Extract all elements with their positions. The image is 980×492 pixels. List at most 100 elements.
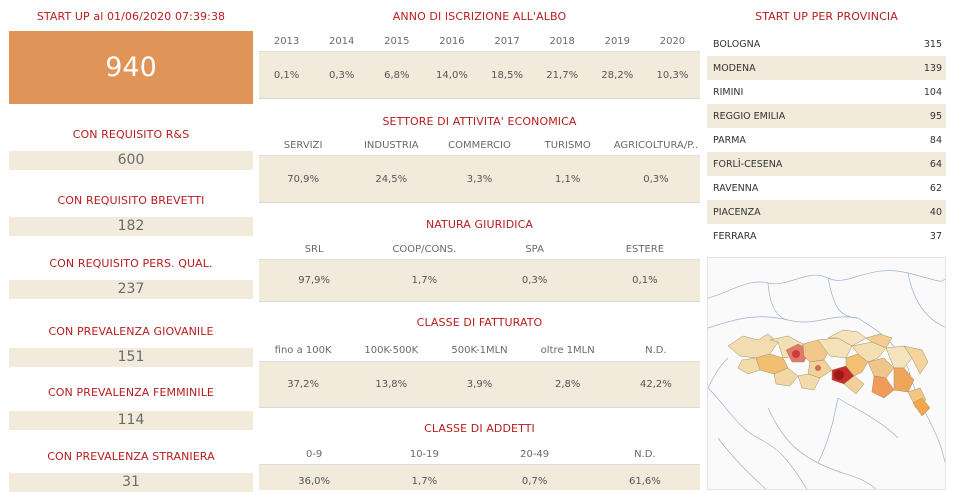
settore-header: TURISMO xyxy=(544,140,591,151)
province-count: 62 xyxy=(929,182,942,194)
province-row[interactable]: RIMINI 104 xyxy=(707,80,946,104)
divider xyxy=(259,51,700,52)
prev-straniera-value[interactable]: 31 xyxy=(9,473,253,492)
province-name: RIMINI xyxy=(713,86,744,98)
anno-value[interactable]: 10,3% xyxy=(656,69,689,81)
fatturato-value[interactable]: 2,8% xyxy=(555,379,581,390)
province-count: 315 xyxy=(923,38,942,50)
divider xyxy=(259,361,700,362)
fatturato-value[interactable]: 42,2% xyxy=(640,379,672,390)
province-count: 37 xyxy=(929,230,942,242)
map-marker xyxy=(792,350,800,358)
map-marker xyxy=(834,370,844,380)
province-row[interactable]: FORLÌ-CESENA 64 xyxy=(707,152,946,176)
anno-header: 2014 xyxy=(328,36,355,47)
natura-header: COOP/CONS. xyxy=(392,244,457,255)
anno-value[interactable]: 21,7% xyxy=(546,69,579,81)
addetti-value[interactable]: 61,6% xyxy=(628,476,661,487)
addetti-title: CLASSE DI ADDETTI xyxy=(424,422,535,435)
fatturato-values[interactable]: 37,2% 13,8% 3,9% 2,8% 42,2% xyxy=(259,362,700,408)
req-persqual-value[interactable]: 237 xyxy=(9,280,253,299)
anno-value[interactable]: 28,2% xyxy=(601,69,634,81)
anno-values[interactable]: 0,1% 0,3% 6,8% 14,0% 18,5% 21,7% 28,2% 1… xyxy=(259,52,700,99)
prev-straniera-title: CON PREVALENZA STRANIERA xyxy=(47,450,215,463)
province-name: PARMA xyxy=(713,134,746,146)
settore-value[interactable]: 70,9% xyxy=(287,173,319,185)
natura-header: ESTERE xyxy=(625,244,665,255)
fatturato-headers: fino a 100K 100K-500K 500K-1MLN oltre 1M… xyxy=(259,345,700,356)
natura-value[interactable]: 0,3% xyxy=(521,275,548,286)
province-row[interactable]: FERRARA 37 xyxy=(707,224,946,248)
addetti-header: 10-19 xyxy=(409,449,439,460)
fatturato-value[interactable]: 13,8% xyxy=(375,379,408,390)
prev-giovanile-value[interactable]: 151 xyxy=(9,348,253,367)
anno-value[interactable]: 18,5% xyxy=(491,69,523,81)
fatturato-value[interactable]: 3,9% xyxy=(466,379,493,390)
settore-value[interactable]: 1,1% xyxy=(555,173,581,185)
map-svg xyxy=(708,270,945,489)
fatturato-value[interactable]: 37,2% xyxy=(287,379,319,390)
settore-value[interactable]: 3,3% xyxy=(466,173,493,185)
addetti-header: N.D. xyxy=(634,449,656,460)
province-row[interactable]: REGGIO EMILIA 95 xyxy=(707,104,946,128)
anno-value[interactable]: 0,3% xyxy=(328,69,355,81)
settore-values[interactable]: 70,9% 24,5% 3,3% 1,1% 0,3% xyxy=(259,156,700,203)
province-count: 40 xyxy=(929,206,942,218)
fatturato-header: oltre 1MLN xyxy=(540,345,595,356)
natura-title: NATURA GIURIDICA xyxy=(425,218,534,231)
province-row[interactable]: BOLOGNA 315 xyxy=(707,32,946,56)
startup-title: START UP al 01/06/2020 07:39:38 xyxy=(36,10,226,23)
fatturato-header: 100K-500K xyxy=(364,345,419,356)
addetti-value[interactable]: 0,7% xyxy=(521,476,548,487)
req-brevetti-title: CON REQUISITO BREVETTI xyxy=(57,194,205,207)
province-name: MODENA xyxy=(713,62,756,74)
anno-header: 2015 xyxy=(384,36,410,47)
province-table: BOLOGNA 315 MODENA 139 RIMINI 104 REGGIO EM… xyxy=(707,32,946,248)
anno-header: 2016 xyxy=(439,36,465,47)
anno-header: 2019 xyxy=(604,36,631,47)
addetti-value[interactable]: 1,7% xyxy=(411,476,438,487)
province-row[interactable]: PARMA 84 xyxy=(707,128,946,152)
province-name: FERRARA xyxy=(713,230,757,242)
natura-value[interactable]: 97,9% xyxy=(298,275,331,286)
settore-value[interactable]: 0,3% xyxy=(643,173,669,185)
province-title: START UP PER PROVINCIA xyxy=(755,10,898,23)
anno-value[interactable]: 14,0% xyxy=(436,69,468,81)
req-rs-value[interactable]: 600 xyxy=(9,151,253,170)
addetti-header: 0-9 xyxy=(305,449,323,460)
anno-value[interactable]: 6,8% xyxy=(384,69,410,81)
settore-value[interactable]: 24,5% xyxy=(375,173,408,185)
req-brevetti-value[interactable]: 182 xyxy=(9,217,253,236)
province-name: RAVENNA xyxy=(713,182,759,194)
fatturato-title: CLASSE DI FATTURATO xyxy=(416,316,543,329)
natura-value[interactable]: 0,1% xyxy=(632,275,658,286)
anno-header: 2013 xyxy=(273,36,300,47)
province-row[interactable]: MODENA 139 xyxy=(707,56,946,80)
fatturato-header: fino a 100K xyxy=(274,345,332,356)
province-map[interactable] xyxy=(707,257,946,490)
anno-headers: 2013 2014 2015 2016 2017 2018 2019 2020 xyxy=(259,36,700,47)
anno-value[interactable]: 0,1% xyxy=(273,69,300,81)
fatturato-header: 500K-1MLN xyxy=(451,345,508,356)
natura-values[interactable]: 97,9% 1,7% 0,3% 0,1% xyxy=(259,260,700,302)
natura-header: SPA xyxy=(525,244,544,255)
prev-femminile-value[interactable]: 114 xyxy=(9,411,253,430)
total-startups-value[interactable]: 940 xyxy=(9,31,253,104)
province-row[interactable]: RAVENNA 62 xyxy=(707,176,946,200)
addetti-values[interactable]: 36,0% 1,7% 0,7% 61,6% xyxy=(259,465,700,490)
divider xyxy=(259,155,700,156)
province-name: PIACENZA xyxy=(713,206,761,218)
divider xyxy=(259,464,700,465)
settore-header: SERVIZI xyxy=(283,140,323,151)
natura-header: SRL xyxy=(304,244,324,255)
province-row[interactable]: PIACENZA 40 xyxy=(707,200,946,224)
settore-header: COMMERCIO xyxy=(448,140,511,151)
anno-header: 2018 xyxy=(549,36,575,47)
addetti-value[interactable]: 36,0% xyxy=(298,476,331,487)
province-name: REGGIO EMILIA xyxy=(713,110,786,122)
anno-title: ANNO DI ISCRIZIONE ALL'ALBO xyxy=(392,10,567,23)
fatturato-header: N.D. xyxy=(645,345,667,356)
natura-value[interactable]: 1,7% xyxy=(411,275,438,286)
addetti-headers: 0-9 10-19 20-49 N.D. xyxy=(259,449,700,460)
prev-femminile-title: CON PREVALENZA FEMMINILE xyxy=(48,386,214,399)
